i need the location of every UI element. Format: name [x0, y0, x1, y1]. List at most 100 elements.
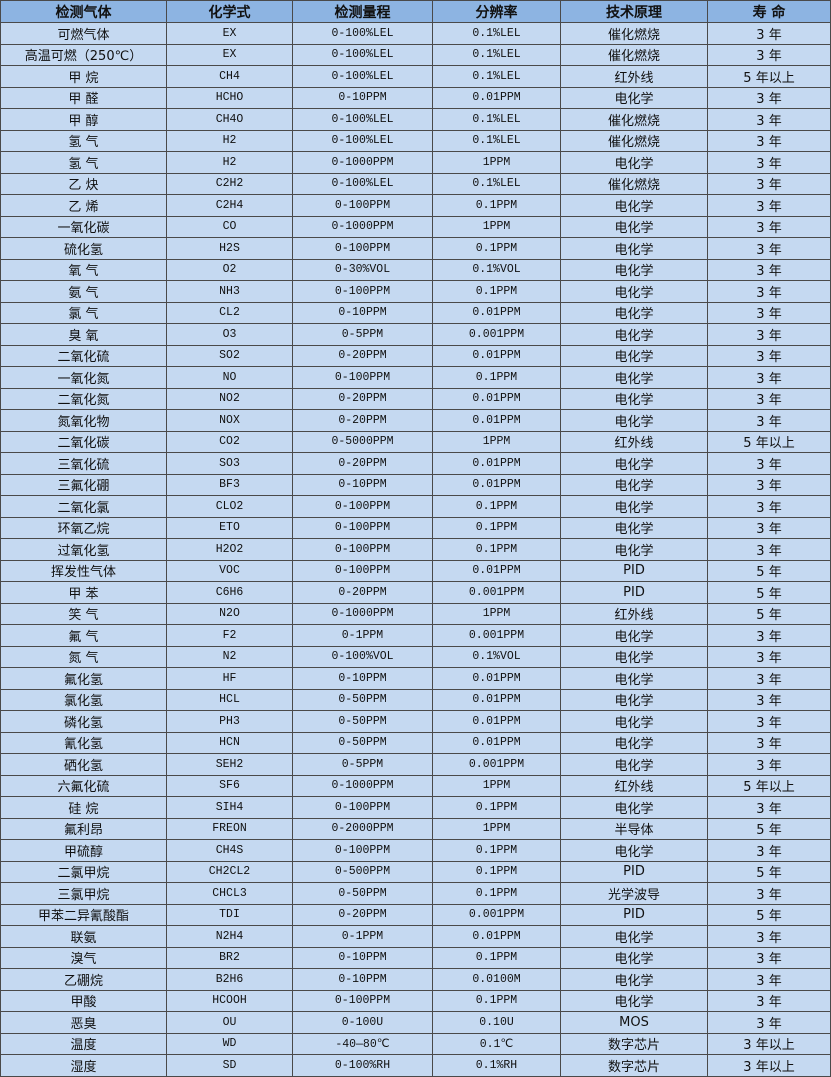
cell-resolution: 0.001PPM [432, 323, 561, 346]
cell-resolution: 1PPM [432, 602, 561, 625]
cell-formula: N2O [166, 602, 293, 625]
cell-resolution: 0.1%VOL [432, 258, 561, 281]
cell-principle: 电化学 [560, 301, 708, 324]
table-row: 氯化氢 HCL 0-50PPM 0.01PPM 电化学 3 年 [0, 688, 831, 711]
cell-principle: 光学波导 [560, 882, 708, 905]
cell-principle: 红外线 [560, 602, 708, 625]
table-row: 氨 气 NH3 0-100PPM 0.1PPM 电化学 3 年 [0, 280, 831, 303]
cell-gas: 环氧乙烷 [0, 516, 167, 539]
cell-formula: H2O2 [166, 538, 293, 561]
cell-range: 0-20PPM [292, 452, 433, 475]
cell-lifespan: 3 年 [707, 495, 831, 518]
cell-gas: 硫化氢 [0, 237, 167, 260]
cell-resolution: 0.1PPM [432, 538, 561, 561]
header-range: 检测量程 [292, 0, 433, 23]
cell-principle: 电化学 [560, 989, 708, 1012]
header-formula: 化学式 [166, 0, 293, 23]
cell-range: 0-100%VOL [292, 645, 433, 668]
cell-gas: 氮 气 [0, 645, 167, 668]
cell-lifespan: 3 年 [707, 688, 831, 711]
cell-range: 0-10PPM [292, 473, 433, 496]
cell-principle: 电化学 [560, 323, 708, 346]
cell-range: 0-2000PPM [292, 817, 433, 840]
table-row: 甲苯二异氰酸酯 TDI 0-20PPM 0.001PPM PID 5 年 [0, 903, 831, 926]
cell-principle: 电化学 [560, 280, 708, 303]
cell-resolution: 0.01PPM [432, 710, 561, 733]
cell-gas: 挥发性气体 [0, 559, 167, 582]
cell-range: 0-100PPM [292, 366, 433, 389]
cell-principle: MOS [560, 1011, 708, 1034]
table-row: 氮氧化物 NOX 0-20PPM 0.01PPM 电化学 3 年 [0, 409, 831, 432]
cell-gas: 二氧化氯 [0, 495, 167, 518]
table-row: 乙 烯 C2H4 0-100PPM 0.1PPM 电化学 3 年 [0, 194, 831, 217]
cell-principle: 电化学 [560, 495, 708, 518]
table-row: 硫化氢 H2S 0-100PPM 0.1PPM 电化学 3 年 [0, 237, 831, 260]
cell-formula: H2 [166, 129, 293, 152]
cell-principle: 电化学 [560, 516, 708, 539]
cell-gas: 氟化氢 [0, 667, 167, 690]
cell-resolution: 0.1℃ [432, 1032, 561, 1055]
cell-gas: 甲 苯 [0, 581, 167, 604]
cell-lifespan: 3 年 [707, 323, 831, 346]
table-row: 三氟化硼 BF3 0-10PPM 0.01PPM 电化学 3 年 [0, 473, 831, 496]
cell-principle: 催化燃烧 [560, 22, 708, 45]
table-row: 磷化氢 PH3 0-50PPM 0.01PPM 电化学 3 年 [0, 710, 831, 733]
cell-resolution: 0.1%LEL [432, 43, 561, 66]
cell-range: 0-100PPM [292, 559, 433, 582]
table-row: 二氧化氮 NO2 0-20PPM 0.01PPM 电化学 3 年 [0, 387, 831, 410]
cell-formula: OU [166, 1011, 293, 1034]
cell-formula: HF [166, 667, 293, 690]
cell-gas: 一氧化氮 [0, 366, 167, 389]
cell-gas: 氰化氢 [0, 731, 167, 754]
cell-range: 0-100%LEL [292, 43, 433, 66]
cell-gas: 过氧化氢 [0, 538, 167, 561]
cell-lifespan: 3 年 [707, 301, 831, 324]
table-body: 可燃气体 EX 0-100%LEL 0.1%LEL 催化燃烧 3 年高温可燃（250℃） E… [0, 22, 831, 1077]
cell-lifespan: 3 年 [707, 409, 831, 432]
cell-range: 0-100PPM [292, 989, 433, 1012]
cell-resolution: 0.1%LEL [432, 22, 561, 45]
cell-formula: SIH4 [166, 796, 293, 819]
cell-formula: CH4 [166, 65, 293, 88]
cell-range: 0-1000PPM [292, 215, 433, 238]
cell-formula: VOC [166, 559, 293, 582]
cell-range: 0-5PPM [292, 753, 433, 776]
cell-gas: 甲 醛 [0, 86, 167, 109]
cell-principle: 半导体 [560, 817, 708, 840]
cell-resolution: 0.01PPM [432, 731, 561, 754]
cell-resolution: 0.1%LEL [432, 172, 561, 195]
cell-lifespan: 3 年 [707, 645, 831, 668]
cell-lifespan: 3 年 [707, 968, 831, 991]
cell-resolution: 0.01PPM [432, 667, 561, 690]
cell-lifespan: 5 年 [707, 817, 831, 840]
table-row: 恶臭 OU 0-100U 0.10U MOS 3 年 [0, 1011, 831, 1034]
cell-formula: HCOOH [166, 989, 293, 1012]
cell-lifespan: 3 年 [707, 280, 831, 303]
table-row: 甲 醇 CH4O 0-100%LEL 0.1%LEL 催化燃烧 3 年 [0, 108, 831, 131]
table-row: 三氧化硫 SO3 0-20PPM 0.01PPM 电化学 3 年 [0, 452, 831, 475]
cell-range: 0-100PPM [292, 796, 433, 819]
cell-principle: PID [560, 559, 708, 582]
cell-gas: 湿度 [0, 1054, 167, 1077]
cell-range: 0-50PPM [292, 688, 433, 711]
cell-resolution: 0.01PPM [432, 688, 561, 711]
header-row: 检测气体 化学式 检测量程 分辨率 技术原理 寿 命 [0, 0, 831, 23]
cell-resolution: 0.0100M [432, 968, 561, 991]
cell-principle: 催化燃烧 [560, 129, 708, 152]
cell-gas: 氯化氢 [0, 688, 167, 711]
cell-principle: 电化学 [560, 86, 708, 109]
cell-principle: 电化学 [560, 968, 708, 991]
cell-formula: FREON [166, 817, 293, 840]
cell-lifespan: 3 年 [707, 882, 831, 905]
cell-range: 0-10PPM [292, 946, 433, 969]
cell-principle: 电化学 [560, 366, 708, 389]
cell-resolution: 1PPM [432, 215, 561, 238]
table-row: 甲硫醇 CH4S 0-100PPM 0.1PPM 电化学 3 年 [0, 839, 831, 862]
cell-gas: 氮氧化物 [0, 409, 167, 432]
cell-principle: 电化学 [560, 387, 708, 410]
table-row: 湿度 SD 0-100%RH 0.1%RH 数字芯片 3 年以上 [0, 1054, 831, 1077]
cell-gas: 二氧化碳 [0, 430, 167, 453]
table-row: 甲 醛 HCHO 0-10PPM 0.01PPM 电化学 3 年 [0, 86, 831, 109]
cell-lifespan: 5 年以上 [707, 65, 831, 88]
